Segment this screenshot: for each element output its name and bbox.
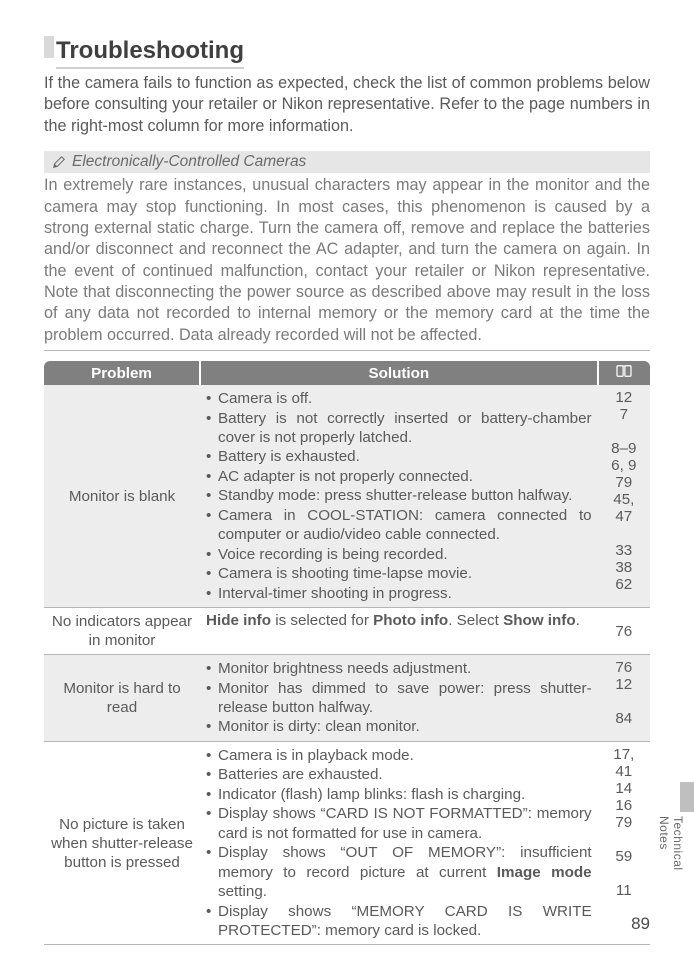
- title-accent-bar: [44, 36, 54, 58]
- note-title: Electronically-Controlled Cameras: [72, 153, 306, 171]
- bullet-dot: •: [206, 659, 218, 678]
- col-solution: Solution: [200, 361, 598, 385]
- bullet-dot: •: [206, 717, 218, 736]
- bullet-dot: •: [206, 679, 218, 718]
- bullet-text: Camera is in playback mode.: [218, 746, 592, 765]
- bullet-text: Display shows “CARD IS NOT FORMATTED”: m…: [218, 804, 592, 843]
- side-tab-marker: [680, 782, 694, 812]
- page-title: Troubleshooting: [56, 37, 244, 69]
- problem-cell: Monitor is hard to read: [44, 655, 200, 742]
- table-row: No picture is taken when shutter-release…: [44, 741, 650, 945]
- solution-bullet: •Camera is in playback mode.: [206, 746, 592, 765]
- solution-cell: Hide info is selected for Photo info. Se…: [200, 608, 598, 655]
- solution-bullet: •Voice recording is being recorded.: [206, 545, 592, 564]
- bullet-dot: •: [206, 785, 218, 804]
- pencil-icon: [52, 155, 66, 169]
- page-ref-icon: [615, 364, 633, 378]
- bullet-dot: •: [206, 564, 218, 583]
- solution-cell: •Camera is off.•Battery is not correctly…: [200, 385, 598, 607]
- table-row: Monitor is blank•Camera is off.•Battery …: [44, 385, 650, 607]
- side-tab-label: Technical Notes: [657, 816, 685, 902]
- table-row: Monitor is hard to read•Monitor brightne…: [44, 655, 650, 742]
- manual-page: Troubleshooting If the camera fails to f…: [0, 0, 694, 954]
- solution-bullet: •Display shows “CARD IS NOT FORMATTED”: …: [206, 804, 592, 843]
- bullet-dot: •: [206, 804, 218, 843]
- title-row: Troubleshooting: [44, 36, 650, 69]
- bullet-text: Camera is shooting time-lapse movie.: [218, 564, 592, 583]
- note-box: Electronically-Controlled Cameras In ext…: [44, 151, 650, 351]
- bullet-text: Display shows “MEMORY CARD IS WRITE PROT…: [218, 902, 592, 941]
- col-problem: Problem: [44, 361, 200, 385]
- solution-bullet: •Camera in COOL-STATION: camera connecte…: [206, 506, 592, 545]
- problem-cell: Monitor is blank: [44, 385, 200, 607]
- table-body: Monitor is blank•Camera is off.•Battery …: [44, 385, 650, 945]
- bullet-dot: •: [206, 506, 218, 545]
- bullet-dot: •: [206, 447, 218, 466]
- bullet-text: Monitor is dirty: clean monitor.: [218, 717, 592, 736]
- solution-bullet: •Display shows “OUT OF MEMORY”: insuffic…: [206, 843, 592, 901]
- problem-cell: No indicators appear in monitor: [44, 608, 200, 655]
- table-header-row: Problem Solution: [44, 361, 650, 385]
- solution-bullet: •Monitor is dirty: clean monitor.: [206, 717, 592, 736]
- note-body: In extremely rare instances, unusual cha…: [44, 173, 650, 351]
- bullet-text: Indicator (flash) lamp blinks: flash is …: [218, 785, 592, 804]
- bullet-text: Standby mode: press shutter-release butt…: [218, 486, 592, 505]
- bullet-dot: •: [206, 584, 218, 603]
- solution-bullet: •Batteries are exhausted.: [206, 765, 592, 784]
- bullet-text: Monitor has dimmed to save power: press …: [218, 679, 592, 718]
- bullet-text: Voice recording is being recorded.: [218, 545, 592, 564]
- bullet-text: Camera in COOL-STATION: camera connected…: [218, 506, 592, 545]
- side-tab: Technical Notes: [668, 782, 694, 902]
- bullet-dot: •: [206, 746, 218, 765]
- bullet-text: Camera is off.: [218, 389, 592, 408]
- solution-bullet: •Interval-timer shooting in progress.: [206, 584, 592, 603]
- problem-cell: No picture is taken when shutter-release…: [44, 741, 200, 945]
- bullet-dot: •: [206, 765, 218, 784]
- page-ref-cell: 12 7 8–9 6, 9 79 45, 47 33 38 62: [598, 385, 650, 607]
- bullet-text: Monitor brightness needs adjustment.: [218, 659, 592, 678]
- intro-paragraph: If the camera fails to function as expec…: [44, 73, 650, 137]
- troubleshooting-table: Problem Solution Monitor is blank•Camera…: [44, 361, 650, 945]
- solution-cell: •Camera is in playback mode.•Batteries a…: [200, 741, 598, 945]
- solution-bullet: •Camera is off.: [206, 389, 592, 408]
- bullet-dot: •: [206, 902, 218, 941]
- page-ref-cell: 76 12 84: [598, 655, 650, 742]
- solution-bullet: •Display shows “MEMORY CARD IS WRITE PRO…: [206, 902, 592, 941]
- solution-bullet: •Indicator (flash) lamp blinks: flash is…: [206, 785, 592, 804]
- solution-bullet: •Standby mode: press shutter-release but…: [206, 486, 592, 505]
- note-header: Electronically-Controlled Cameras: [44, 151, 650, 173]
- solution-bullet: •Monitor has dimmed to save power: press…: [206, 679, 592, 718]
- bullet-text: Interval-timer shooting in progress.: [218, 584, 592, 603]
- solution-bullet: •Monitor brightness needs adjustment.: [206, 659, 592, 678]
- bullet-text: AC adapter is not properly connected.: [218, 467, 592, 486]
- solution-cell: •Monitor brightness needs adjustment.•Mo…: [200, 655, 598, 742]
- bullet-text: Display shows “OUT OF MEMORY”: insuffici…: [218, 843, 592, 901]
- table-row: No indicators appear in monitorHide info…: [44, 608, 650, 655]
- solution-bullet: •Battery is not correctly inserted or ba…: [206, 409, 592, 448]
- col-page: [598, 361, 650, 385]
- bullet-text: Battery is not correctly inserted or bat…: [218, 409, 592, 448]
- bullet-text: Battery is exhausted.: [218, 447, 592, 466]
- solution-bullet: •Camera is shooting time-lapse movie.: [206, 564, 592, 583]
- bullet-dot: •: [206, 843, 218, 901]
- page-ref-cell: 76: [598, 608, 650, 655]
- bullet-dot: •: [206, 389, 218, 408]
- bullet-dot: •: [206, 467, 218, 486]
- solution-bullet: •Battery is exhausted.: [206, 447, 592, 466]
- bullet-dot: •: [206, 409, 218, 448]
- solution-bullet: •AC adapter is not properly connected.: [206, 467, 592, 486]
- bullet-dot: •: [206, 486, 218, 505]
- page-number: 89: [631, 914, 650, 934]
- bullet-text: Batteries are exhausted.: [218, 765, 592, 784]
- bullet-dot: •: [206, 545, 218, 564]
